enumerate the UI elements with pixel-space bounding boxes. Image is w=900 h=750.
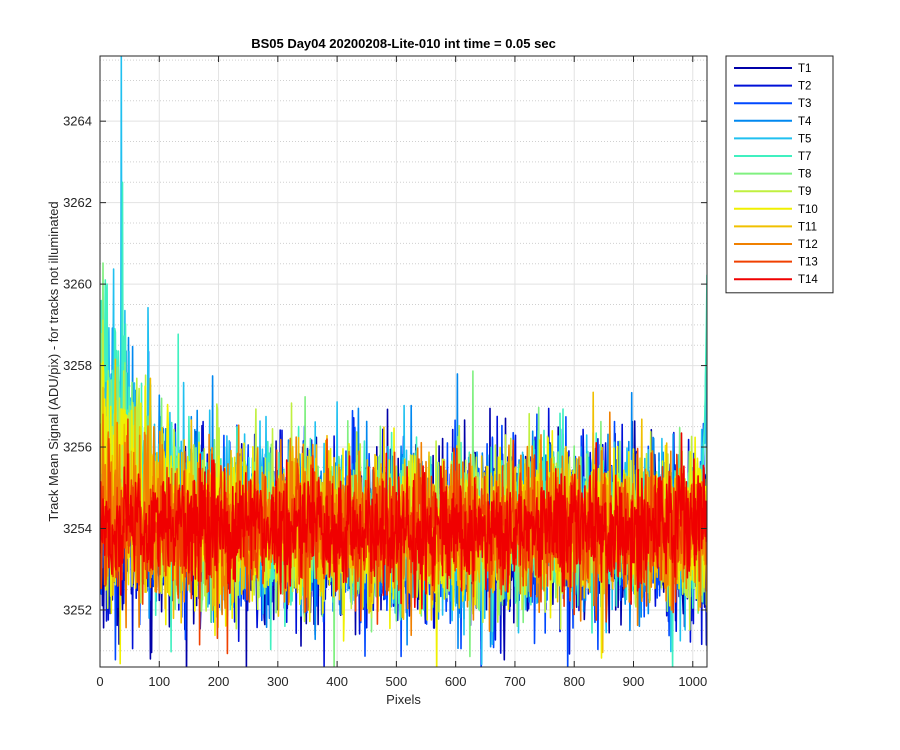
x-tick-label: 400 [326,674,348,689]
x-tick-label: 200 [208,674,230,689]
x-tick-label: 800 [563,674,585,689]
legend-label-t14: T14 [798,274,818,286]
legend-label-t5: T5 [798,133,811,145]
series-group [100,56,707,667]
x-tick-label: 600 [445,674,467,689]
y-tick-label: 3254 [63,521,92,536]
legend: T1 T2 T3 T4 T5 T7 T8 T9 T10 T11 T12 T13 T14 [725,55,834,294]
legend-label-t7: T7 [798,151,811,163]
y-tick-label: 3252 [63,602,92,617]
x-tick-label: 500 [386,674,408,689]
legend-label-t1: T1 [798,63,811,75]
plot-frame [99,55,708,668]
y-axis-label: Track Mean Signal (ADU/pix) - for tracks… [46,201,61,521]
x-tick-label: 0 [96,674,103,689]
legend-label-t4: T4 [798,116,812,128]
legend-label-t12: T12 [798,239,818,251]
legend-label-t13: T13 [798,257,818,269]
ticks: 0 100 200 300 400 500 600 700 800 900 1000 3252 3254… [63,56,707,689]
x-axis-label: Pixels [386,692,421,707]
x-tick-label: 700 [504,674,526,689]
legend-label-t9: T9 [798,186,811,198]
x-tick-label: 100 [148,674,170,689]
legend-label-t11: T11 [798,221,817,233]
x-tick-label: 300 [267,674,289,689]
y-tick-label: 3258 [63,358,92,373]
series-line-t14 [100,432,707,610]
y-tick-label: 3264 [63,114,92,129]
x-tick-label: 900 [623,674,645,689]
chart-title: BS05 Day04 20200208-Lite-010 int time = … [251,36,556,51]
y-tick-label: 3262 [63,195,92,210]
legend-label-t10: T10 [798,204,818,216]
legend-label-t8: T8 [798,169,811,181]
legend-label-t2: T2 [798,81,811,93]
y-tick-label: 3256 [63,440,92,455]
y-tick-label: 3260 [63,277,92,292]
legend-label-t3: T3 [798,98,811,110]
x-tick-label: 1000 [678,674,707,689]
